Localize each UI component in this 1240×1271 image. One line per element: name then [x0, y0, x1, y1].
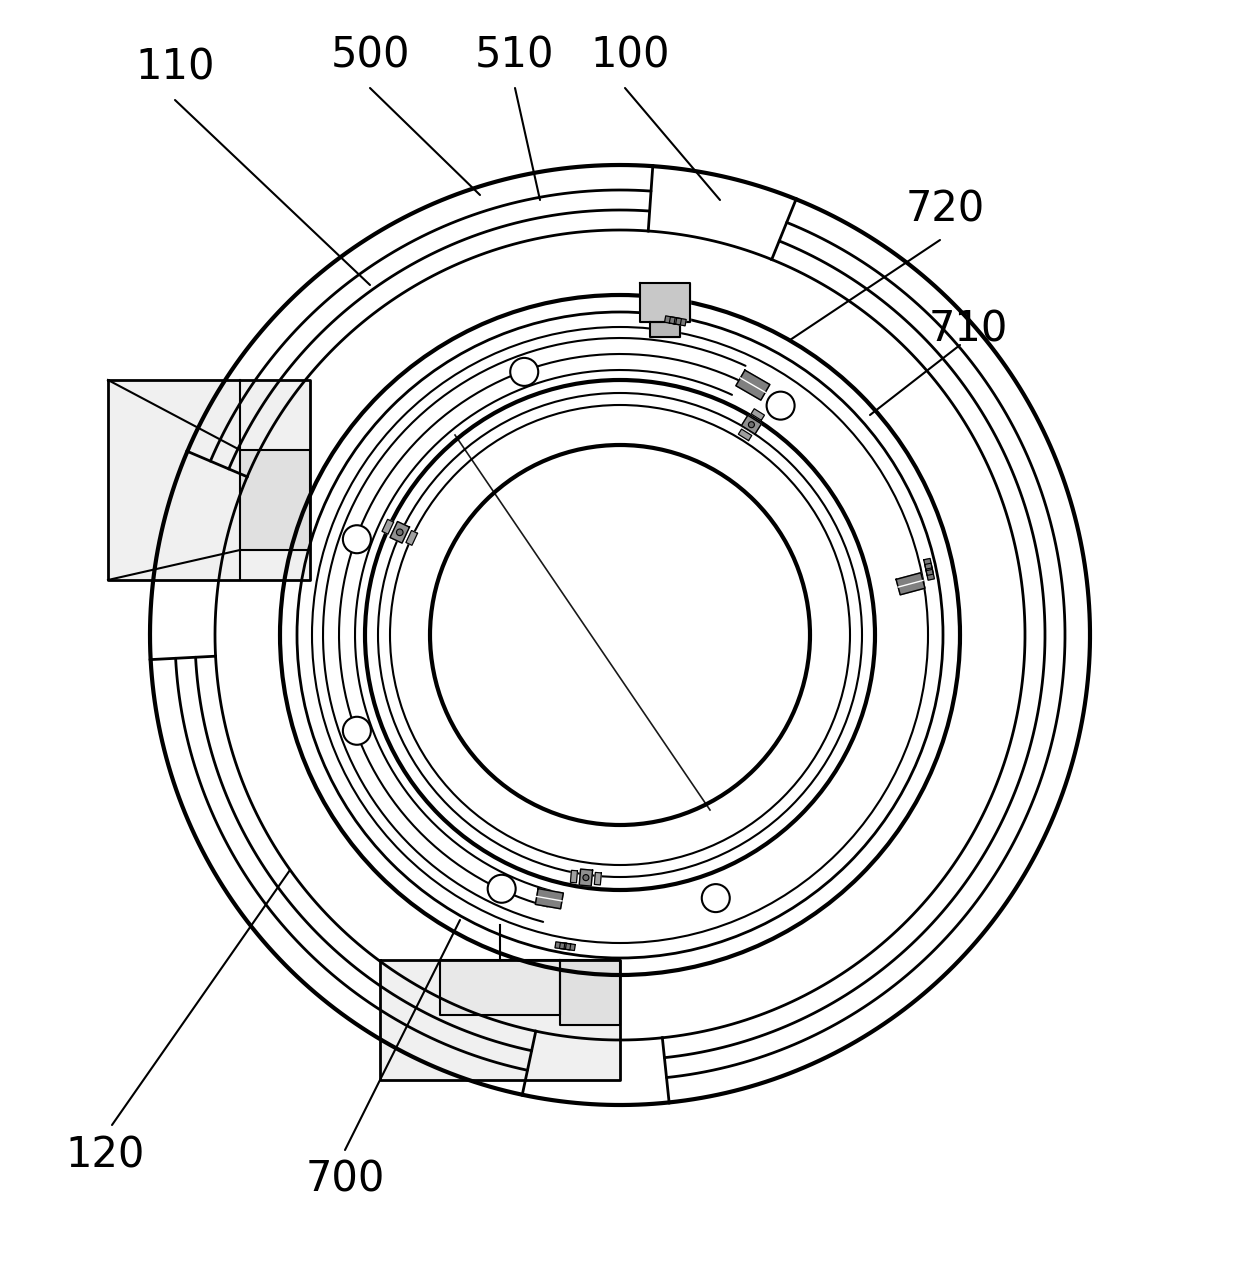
Circle shape — [583, 874, 589, 881]
Circle shape — [510, 358, 538, 386]
Text: 100: 100 — [590, 34, 670, 76]
Polygon shape — [751, 409, 764, 421]
Polygon shape — [926, 568, 935, 580]
Circle shape — [749, 422, 754, 427]
Text: 510: 510 — [475, 34, 554, 76]
Polygon shape — [742, 416, 761, 433]
Polygon shape — [564, 943, 575, 951]
Text: 700: 700 — [305, 1159, 384, 1201]
Circle shape — [343, 525, 371, 553]
Polygon shape — [579, 869, 593, 886]
Polygon shape — [925, 563, 934, 576]
Polygon shape — [594, 872, 601, 885]
Polygon shape — [108, 380, 310, 580]
Polygon shape — [536, 888, 563, 909]
Polygon shape — [897, 573, 925, 595]
Polygon shape — [379, 960, 620, 1080]
Polygon shape — [738, 430, 751, 441]
Polygon shape — [570, 871, 578, 883]
Text: 720: 720 — [905, 189, 985, 231]
Text: 120: 120 — [66, 1134, 145, 1176]
Polygon shape — [675, 318, 686, 325]
Polygon shape — [640, 283, 691, 322]
Polygon shape — [440, 960, 560, 1016]
Polygon shape — [670, 316, 682, 325]
Circle shape — [487, 874, 516, 902]
Polygon shape — [405, 530, 418, 545]
Text: 500: 500 — [330, 34, 409, 76]
Polygon shape — [560, 960, 620, 1024]
Circle shape — [343, 717, 371, 745]
Polygon shape — [650, 322, 681, 337]
Text: 710: 710 — [929, 309, 1008, 351]
Polygon shape — [924, 558, 932, 571]
Polygon shape — [382, 520, 393, 534]
Polygon shape — [241, 450, 310, 550]
Polygon shape — [735, 370, 770, 400]
Circle shape — [397, 529, 403, 535]
Polygon shape — [559, 943, 570, 949]
Polygon shape — [665, 316, 677, 324]
Polygon shape — [556, 942, 567, 949]
Text: 110: 110 — [135, 47, 215, 89]
Circle shape — [766, 391, 795, 419]
Polygon shape — [391, 521, 409, 543]
Circle shape — [430, 445, 810, 825]
Circle shape — [702, 885, 730, 913]
